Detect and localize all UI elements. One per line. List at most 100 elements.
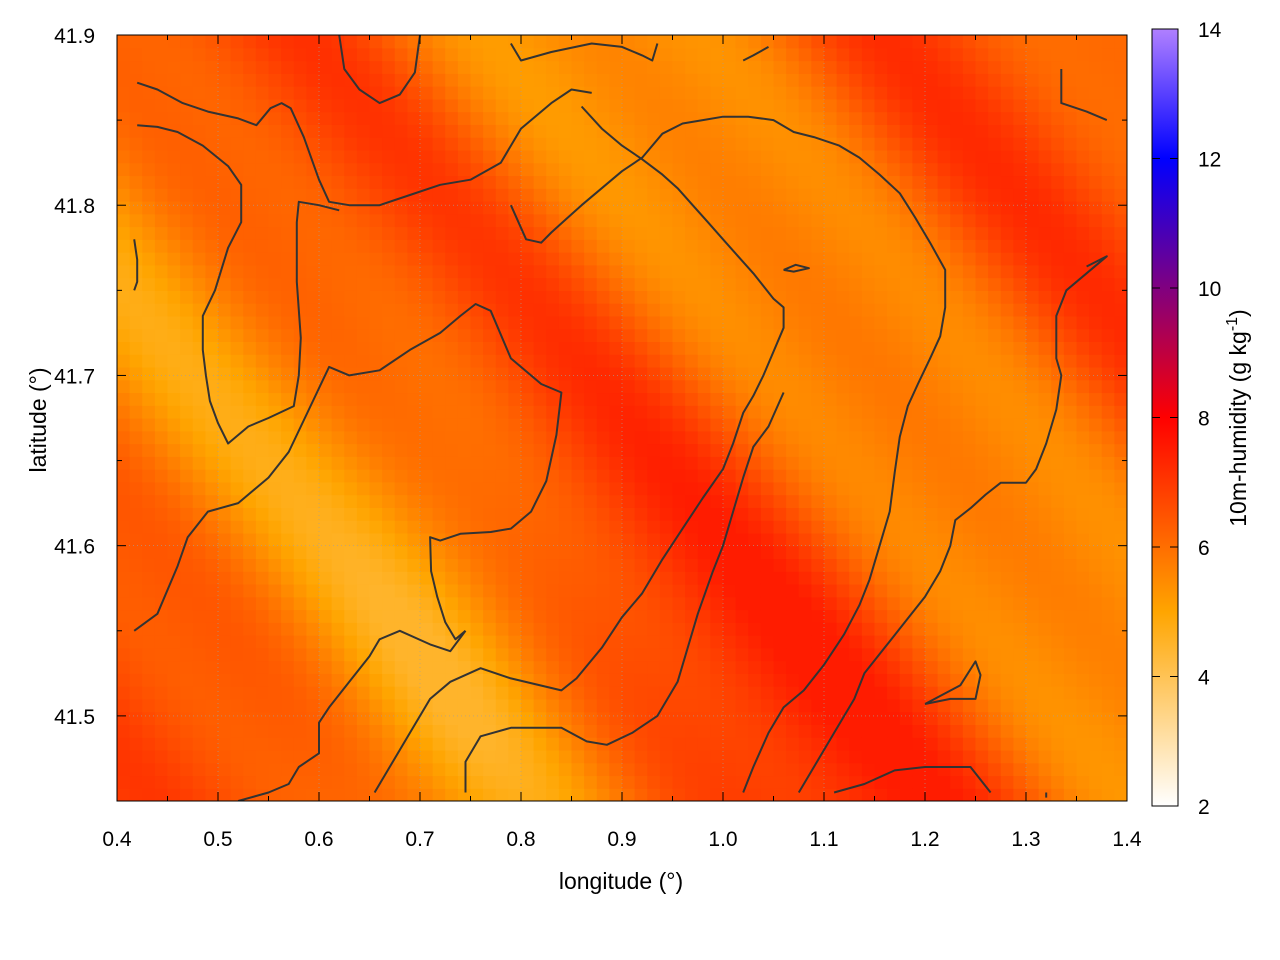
heatmap-cell bbox=[142, 392, 156, 406]
heatmap-cell bbox=[1051, 724, 1065, 738]
heatmap-cell bbox=[723, 354, 737, 368]
heatmap-cell bbox=[167, 137, 181, 151]
heatmap-cell bbox=[1000, 647, 1014, 662]
heatmap-cell bbox=[495, 86, 509, 100]
heatmap-cell bbox=[874, 596, 888, 611]
heatmap-cell bbox=[1089, 711, 1103, 725]
heatmap-cell bbox=[331, 149, 345, 164]
heatmap-cell bbox=[268, 609, 282, 623]
heatmap-cell bbox=[1000, 379, 1014, 394]
heatmap-cell bbox=[205, 673, 219, 687]
heatmap-cell bbox=[558, 635, 573, 649]
heatmap-cell bbox=[521, 60, 535, 74]
heatmap-cell bbox=[495, 481, 509, 496]
heatmap-cell bbox=[697, 366, 711, 381]
heatmap-cell bbox=[255, 724, 270, 738]
heatmap-cell bbox=[1089, 379, 1103, 394]
heatmap-cell bbox=[899, 252, 913, 266]
heatmap-cell bbox=[255, 405, 270, 419]
heatmap-cell bbox=[369, 111, 383, 125]
heatmap-cell bbox=[622, 711, 636, 725]
heatmap-cell bbox=[899, 162, 913, 177]
heatmap-cell bbox=[697, 418, 711, 432]
heatmap-cell bbox=[420, 711, 434, 725]
heatmap-cell bbox=[672, 481, 686, 496]
heatmap-cell bbox=[1051, 73, 1065, 87]
heatmap-cell bbox=[634, 277, 648, 291]
heatmap-cell bbox=[230, 418, 244, 432]
heatmap-cell bbox=[874, 175, 888, 189]
heatmap-cell bbox=[912, 252, 926, 266]
heatmap-cell bbox=[824, 418, 838, 432]
heatmap-cell bbox=[975, 379, 989, 394]
heatmap-cell bbox=[420, 290, 434, 304]
heatmap-cell bbox=[268, 175, 282, 189]
heatmap-cell bbox=[1000, 47, 1014, 62]
heatmap-cell bbox=[558, 252, 573, 266]
heatmap-cell bbox=[344, 749, 358, 764]
heatmap-cell bbox=[508, 494, 522, 508]
heatmap-cell bbox=[495, 354, 509, 368]
heatmap-cell bbox=[432, 711, 446, 725]
heatmap-cell bbox=[117, 443, 131, 457]
heatmap-cell bbox=[230, 788, 244, 801]
heatmap-cell bbox=[394, 226, 408, 240]
heatmap-cell bbox=[117, 35, 131, 49]
heatmap-cell bbox=[773, 622, 787, 636]
heatmap-cell bbox=[634, 226, 648, 240]
heatmap-cell bbox=[798, 456, 812, 470]
heatmap-cell bbox=[218, 775, 232, 789]
heatmap-cell bbox=[634, 418, 648, 432]
heatmap-cell bbox=[382, 188, 396, 202]
heatmap-cell bbox=[521, 686, 535, 700]
heatmap-cell bbox=[723, 341, 737, 355]
heatmap-cell bbox=[1114, 290, 1127, 304]
heatmap-cell bbox=[558, 405, 573, 419]
heatmap-cell bbox=[218, 137, 232, 151]
heatmap-cell bbox=[723, 596, 737, 611]
heatmap-cell bbox=[1076, 73, 1090, 87]
heatmap-cell bbox=[672, 290, 686, 304]
heatmap-cell bbox=[394, 775, 408, 789]
heatmap-cell bbox=[811, 545, 825, 560]
heatmap-cell bbox=[521, 111, 535, 125]
heatmap-cell bbox=[533, 405, 547, 419]
heatmap-cell bbox=[218, 290, 232, 304]
heatmap-cell bbox=[382, 60, 396, 74]
heatmap-cell bbox=[293, 366, 307, 381]
heatmap-cell bbox=[622, 583, 636, 598]
heatmap-cell bbox=[558, 188, 573, 202]
heatmap-cell bbox=[293, 239, 307, 253]
heatmap-cell bbox=[154, 73, 169, 87]
heatmap-cell bbox=[1013, 188, 1027, 202]
heatmap-cell bbox=[382, 277, 396, 291]
heatmap-cell bbox=[634, 762, 648, 777]
heatmap-cell bbox=[344, 775, 358, 789]
heatmap-cell bbox=[205, 660, 219, 674]
heatmap-cell bbox=[306, 188, 320, 202]
heatmap-cell bbox=[344, 162, 358, 177]
heatmap-cell bbox=[558, 558, 573, 572]
heatmap-cell bbox=[521, 252, 535, 266]
heatmap-cell bbox=[571, 86, 585, 100]
heatmap-cell bbox=[533, 366, 547, 381]
heatmap-cell bbox=[117, 571, 131, 585]
heatmap-cell bbox=[887, 149, 901, 164]
heatmap-cell bbox=[243, 328, 257, 342]
heatmap-cell bbox=[205, 47, 219, 62]
heatmap-cell bbox=[622, 456, 636, 470]
heatmap-cell bbox=[723, 98, 737, 113]
heatmap-cell bbox=[243, 686, 257, 700]
heatmap-cell bbox=[596, 571, 610, 585]
heatmap-cell bbox=[470, 252, 484, 266]
heatmap-cell bbox=[420, 149, 434, 164]
heatmap-cell bbox=[508, 635, 522, 649]
heatmap-cell bbox=[950, 277, 964, 291]
heatmap-cell bbox=[723, 328, 737, 342]
heatmap-cell bbox=[1051, 239, 1065, 253]
heatmap-cell bbox=[218, 520, 232, 534]
heatmap-cell bbox=[1076, 124, 1090, 138]
heatmap-cell bbox=[293, 405, 307, 419]
heatmap-cell bbox=[925, 724, 939, 738]
heatmap-cell bbox=[167, 264, 181, 279]
